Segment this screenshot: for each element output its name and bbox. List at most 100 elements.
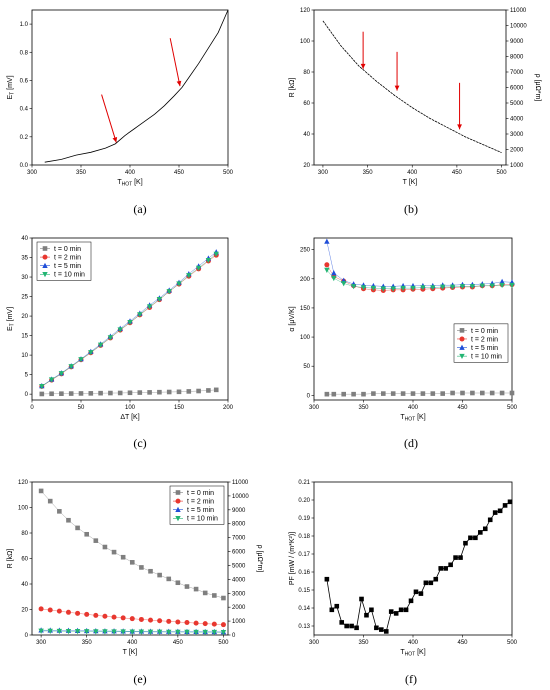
y-tick-label: 40 (21, 236, 28, 242)
series-line (326, 501, 511, 632)
data-point (166, 289, 172, 295)
arrow-head (176, 80, 182, 87)
panel-caption: (d) (404, 436, 418, 450)
data-point (370, 285, 377, 292)
data-point (473, 535, 478, 541)
annotation-arrow (360, 31, 366, 69)
y2-tick-label: 11000 (510, 8, 527, 14)
data-point (359, 596, 364, 602)
data-point (390, 391, 396, 396)
data-point (509, 390, 515, 396)
plot-frame (313, 481, 513, 636)
x-axis-label-main: T (117, 179, 122, 186)
data-point (383, 629, 389, 634)
data-point (93, 538, 99, 543)
y2-tick-label: 8000 (232, 522, 246, 528)
x-axis-label-unit: [K] (407, 179, 418, 186)
arrow-head (360, 63, 366, 69)
series-1 (324, 262, 515, 293)
data-point (469, 284, 476, 290)
data-point (460, 390, 465, 396)
y2-tick-label: 2000 (510, 148, 524, 154)
data-point (88, 391, 94, 396)
data-point (202, 590, 208, 596)
legend-marker (459, 328, 465, 333)
y-axis-label: R [kΩ] (289, 78, 296, 98)
data-point (205, 257, 212, 264)
data-point (423, 580, 429, 586)
data-point (450, 390, 455, 396)
y-tick-label: 200 (300, 277, 311, 283)
y2-tick-label: 10000 (232, 494, 249, 500)
y-tick-label: 0.21 (298, 480, 310, 486)
y-tick-label: 250 (300, 248, 311, 254)
data-point (403, 607, 409, 613)
data-point (344, 623, 349, 629)
data-point (65, 609, 71, 615)
x-axis-label-sub: HOT (405, 652, 416, 658)
x-tick-label: 200 (223, 405, 234, 411)
data-point (38, 488, 44, 494)
y2-tick-label: 7000 (232, 536, 246, 542)
data-point (489, 283, 495, 289)
y2-tick-label: 1000 (232, 619, 246, 625)
x-axis-label-unit: [K] (132, 179, 143, 186)
data-point (137, 312, 143, 318)
legend-marker (175, 506, 181, 512)
y2-tick-label: 4000 (232, 577, 246, 583)
y2-tick-label: 2000 (232, 605, 246, 611)
data-point (74, 629, 81, 635)
data-point (453, 555, 458, 560)
data-point (463, 540, 468, 546)
y-axis-label-main: E (7, 326, 14, 331)
chart-2: 0 50 100 150 200 0 5 10 15 20 25 30 35 40 ΔT [K] ET [mV… (7, 236, 234, 450)
x-axis-label: THOT [K] (117, 179, 142, 188)
x-axis-label-sub: HOT (122, 182, 133, 188)
legend-label: t = 10 min (471, 354, 502, 361)
data-point (221, 595, 226, 601)
data-point (400, 391, 406, 396)
data-point (78, 391, 84, 396)
y-tick-label: 60 (21, 557, 28, 563)
y-axis-label-main: R (7, 563, 14, 568)
data-point (430, 391, 436, 396)
data-point (129, 616, 135, 622)
data-point (428, 580, 434, 586)
chart-3: 300 350 400 450 500 0 50 100 150 200 250 THOT [K] α … (289, 237, 518, 450)
data-point (127, 390, 133, 396)
y-tick-label: 0.19 (298, 516, 310, 522)
legend-label: t = 5 min (471, 345, 498, 352)
data-point (438, 566, 444, 571)
data-point (75, 525, 80, 531)
x-tick-label: 500 (497, 170, 508, 176)
data-point (408, 598, 414, 604)
data-point (166, 576, 172, 582)
data-point (213, 387, 219, 393)
data-point (83, 629, 90, 635)
data-point (175, 629, 181, 635)
data-point (324, 262, 330, 268)
data-point (186, 273, 192, 279)
plot-frame (313, 237, 513, 401)
y-tick-label: 80 (303, 70, 310, 76)
x-tick-label: 300 (318, 170, 329, 176)
data-point (98, 390, 103, 396)
data-point (59, 391, 64, 396)
y-tick-label: 30 (21, 275, 28, 281)
x-axis-label-main: T (403, 179, 408, 186)
data-point (175, 619, 181, 625)
annotation-arrow (169, 38, 182, 87)
data-point (120, 615, 126, 621)
x-tick-label: 500 (507, 405, 518, 411)
data-point (157, 618, 163, 624)
x-axis-label-main: T (123, 649, 128, 656)
y-axis-label-main: R (289, 92, 296, 97)
data-point (78, 357, 84, 363)
x-tick-label: 350 (358, 640, 369, 646)
y-tick-label: 10 (21, 353, 28, 359)
data-point (213, 251, 219, 257)
data-point (75, 610, 81, 616)
series-0 (38, 488, 226, 601)
data-point (148, 617, 154, 623)
